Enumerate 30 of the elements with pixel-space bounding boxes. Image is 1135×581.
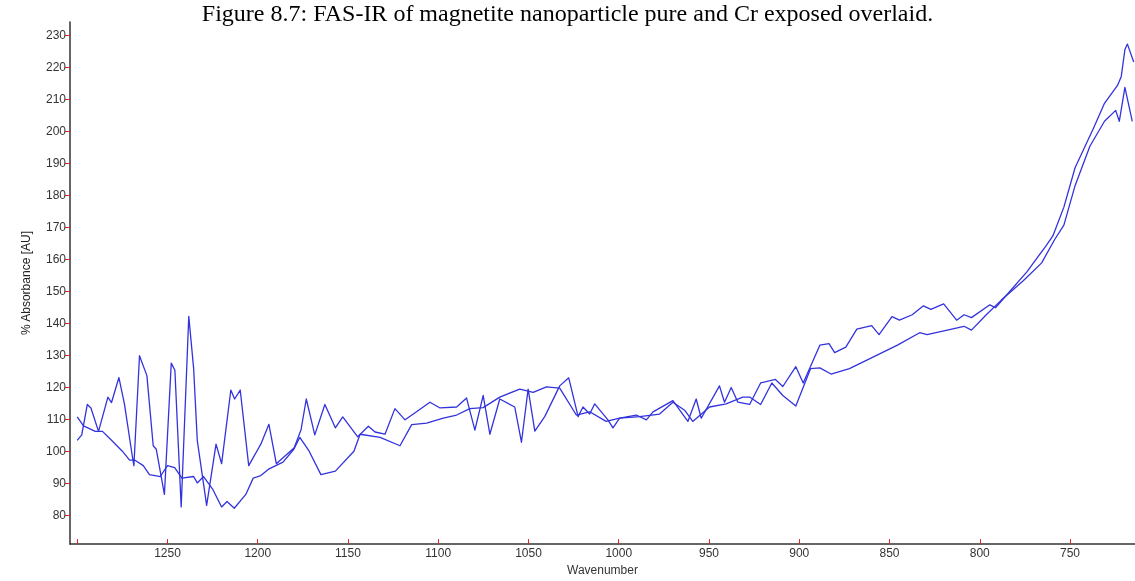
y-tick-label: 100 bbox=[45, 444, 67, 459]
y-tick-label: 140 bbox=[45, 316, 67, 331]
x-tick-label: 750 bbox=[1060, 546, 1081, 561]
x-tick-label: 950 bbox=[698, 546, 720, 561]
y-tick-label: 120 bbox=[45, 380, 67, 395]
y-tick-label: 80 bbox=[52, 508, 67, 523]
y-tick-label: 210 bbox=[45, 91, 67, 106]
y-tick-label: 90 bbox=[52, 476, 67, 491]
x-tick-label: 1250 bbox=[154, 546, 182, 561]
x-tick-label: 1150 bbox=[335, 546, 362, 561]
x-tick-label: 900 bbox=[789, 546, 810, 561]
chart-title: Figure 8.7: FAS-IR of magnetite nanoparticle pure and Cr exposed overlaid. bbox=[201, 0, 934, 26]
y-tick-label: 160 bbox=[45, 252, 67, 267]
x-tick-label: 1050 bbox=[515, 546, 543, 561]
y-tick-label: 200 bbox=[45, 123, 67, 138]
y-tick-label: 230 bbox=[45, 27, 67, 42]
x-tick-label: 800 bbox=[969, 546, 991, 561]
x-tick-label: 1200 bbox=[244, 546, 272, 561]
y-tick-label: 190 bbox=[45, 155, 67, 170]
x-tick-label: 850 bbox=[879, 546, 900, 561]
x-axis-title: Wavenumber bbox=[567, 563, 638, 577]
y-tick-label: 220 bbox=[45, 59, 67, 74]
y-tick-label: 130 bbox=[45, 348, 67, 363]
y-tick-label: 180 bbox=[45, 187, 67, 202]
y-tick-label: 150 bbox=[45, 284, 67, 299]
y-tick-label: 110 bbox=[46, 412, 67, 427]
x-tick-label: 1100 bbox=[425, 546, 452, 561]
y-tick-label: 170 bbox=[45, 220, 67, 234]
x-tick-label: 1000 bbox=[605, 546, 633, 561]
y-axis-title: % Absorbance [AU] bbox=[19, 231, 33, 336]
